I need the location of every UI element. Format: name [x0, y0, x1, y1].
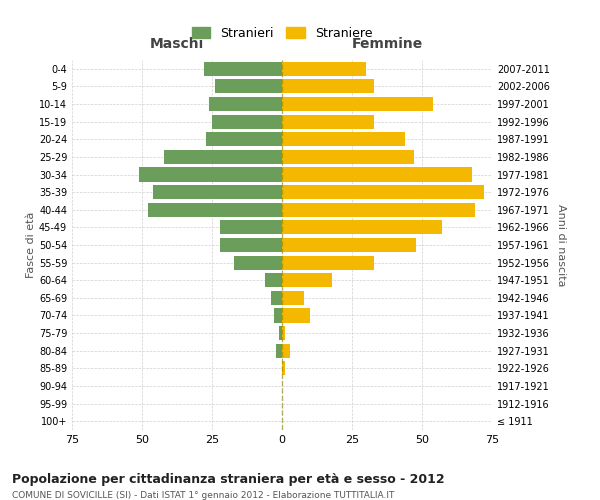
- Bar: [220, 238, 282, 252]
- Text: Femmine: Femmine: [352, 37, 422, 51]
- Y-axis label: Fasce di età: Fasce di età: [26, 212, 36, 278]
- Text: Popolazione per cittadinanza straniera per età e sesso - 2012: Popolazione per cittadinanza straniera p…: [12, 472, 445, 486]
- Bar: [279, 326, 282, 340]
- Bar: [282, 220, 442, 234]
- Text: COMUNE DI SOVICILLE (SI) - Dati ISTAT 1° gennaio 2012 - Elaborazione TUTTITALIA.: COMUNE DI SOVICILLE (SI) - Dati ISTAT 1°…: [12, 491, 394, 500]
- Bar: [220, 220, 282, 234]
- Bar: [282, 238, 416, 252]
- Bar: [282, 114, 374, 128]
- Bar: [282, 362, 285, 376]
- Bar: [282, 291, 304, 305]
- Bar: [282, 256, 374, 270]
- Y-axis label: Anni di nascita: Anni di nascita: [556, 204, 566, 286]
- Bar: [282, 202, 475, 217]
- Bar: [282, 308, 310, 322]
- Bar: [282, 273, 332, 287]
- Bar: [274, 308, 282, 322]
- Bar: [282, 97, 433, 111]
- Bar: [206, 132, 282, 146]
- Text: Maschi: Maschi: [150, 37, 204, 51]
- Bar: [139, 168, 282, 181]
- Bar: [282, 344, 290, 358]
- Bar: [265, 273, 282, 287]
- Bar: [209, 97, 282, 111]
- Bar: [282, 132, 405, 146]
- Bar: [277, 344, 282, 358]
- Bar: [282, 168, 472, 181]
- Bar: [212, 114, 282, 128]
- Bar: [282, 80, 374, 94]
- Bar: [271, 291, 282, 305]
- Bar: [153, 185, 282, 199]
- Bar: [148, 202, 282, 217]
- Bar: [282, 185, 484, 199]
- Bar: [203, 62, 282, 76]
- Legend: Stranieri, Straniere: Stranieri, Straniere: [187, 22, 377, 45]
- Bar: [282, 62, 366, 76]
- Bar: [282, 150, 413, 164]
- Bar: [282, 326, 285, 340]
- Bar: [164, 150, 282, 164]
- Bar: [215, 80, 282, 94]
- Bar: [235, 256, 282, 270]
